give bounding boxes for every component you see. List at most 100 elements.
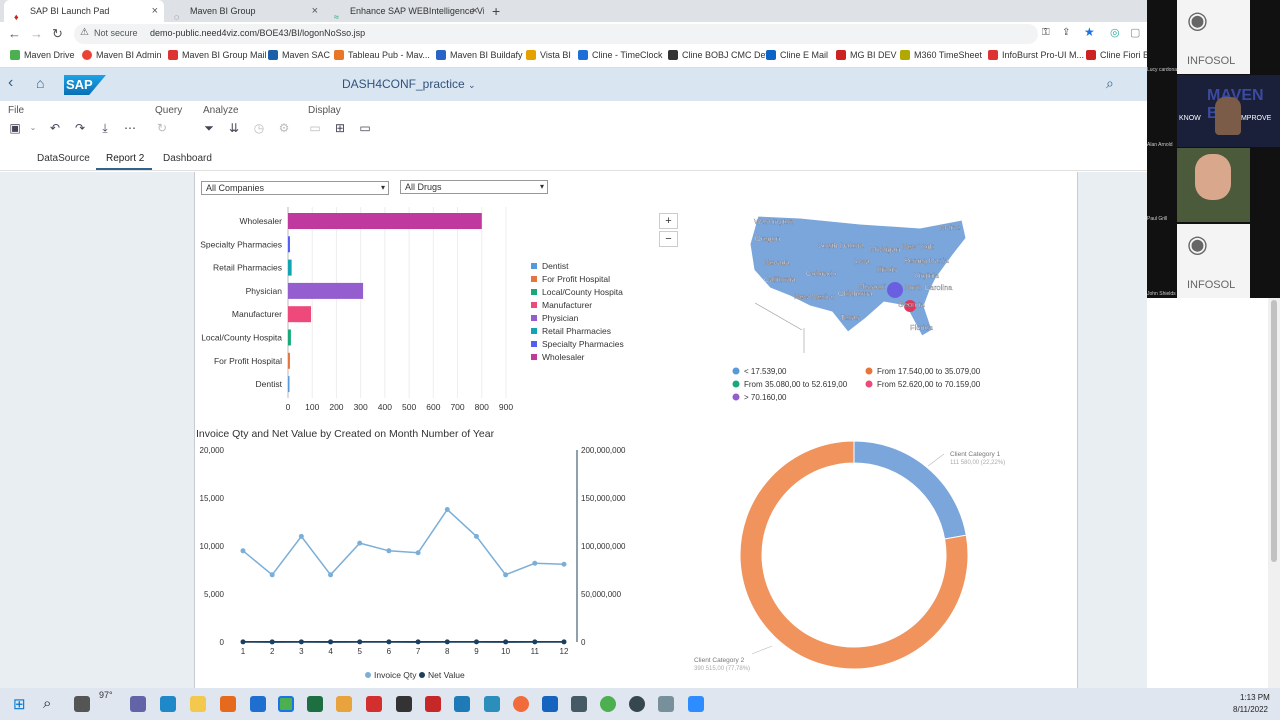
bar[interactable] [288,352,290,369]
chevron-down-icon[interactable]: ⌄ [29,123,37,132]
star-icon[interactable]: ★ [1084,25,1095,39]
back-nav-icon[interactable]: ‹ [8,74,14,91]
back-icon[interactable]: ← [8,26,21,41]
bookmark-item[interactable]: Cline E Mail [766,50,828,60]
data-point[interactable] [532,560,538,566]
close-icon[interactable]: × [311,5,318,17]
app-icon[interactable] [571,696,587,712]
display-mode-icon[interactable]: ▭ [359,121,371,135]
warning-icon[interactable]: ⚠ [80,27,89,38]
zoom-in-button[interactable]: + [659,213,678,229]
bookmark-item[interactable]: Maven BI Group Mail [168,50,267,60]
search-icon[interactable]: ⌕ [1106,75,1114,91]
bar[interactable] [288,376,290,393]
sap-logo[interactable]: SAP [64,75,106,95]
bookmark-item[interactable]: Cline - TimeClock [578,50,663,60]
export-icon[interactable]: ⤓ [102,121,108,135]
document-title[interactable]: DASH4CONF_practice ⌄ [342,77,476,91]
data-point[interactable] [561,561,567,567]
bookmark-item[interactable]: Tableau Pub - Mav... [334,50,430,60]
bar[interactable] [288,259,292,276]
tab-sap-bi-launch-pad[interactable]: ♦ SAP BI Launch Pad × [4,0,164,22]
app-icon[interactable] [629,696,645,712]
forward-icon[interactable]: → [30,26,43,41]
edge-icon[interactable] [160,696,176,712]
data-point[interactable] [240,639,246,645]
key-icon[interactable]: ⚿ [1042,27,1050,38]
bookmark-item[interactable]: InfoBurst Pro-UI M... [988,50,1084,60]
close-icon[interactable]: × [471,5,478,17]
data-point[interactable] [240,548,246,554]
data-point[interactable] [532,639,538,645]
page-scrollbar[interactable] [1268,298,1280,688]
excel-icon[interactable] [307,696,323,712]
bookmark-item[interactable]: Maven BI Buildafy [436,50,523,60]
bookmark-item[interactable]: M360 TimeSheet [900,50,982,60]
data-point[interactable] [444,639,450,645]
data-point[interactable] [386,639,392,645]
redo-icon[interactable]: ↷ [74,121,86,135]
structure-icon[interactable]: ⊞ [334,121,346,135]
tab-report-2[interactable]: Report 2 [106,153,145,164]
us-map[interactable]: Washington Oregon Nevada California South Da… [740,208,980,358]
tab-enhance-webi[interactable]: ≈ Enhance SAP WEBIntelligence Vi × [324,0,484,22]
explorer-icon[interactable] [190,696,206,712]
globe-icon[interactable] [600,696,616,712]
participant-tile-1[interactable]: ◉ INFOSOL [1177,0,1250,74]
bar[interactable] [288,306,312,323]
bookmark-item[interactable]: Vista BI [526,50,571,60]
zoom-out-button[interactable]: − [659,231,678,247]
data-point[interactable] [298,639,304,645]
data-point[interactable] [561,639,567,645]
data-point[interactable] [473,639,479,645]
bar[interactable] [288,236,290,253]
bookmark-item[interactable]: Cline BOBJ CMC Dev [668,50,770,60]
profile-icon[interactable]: ▢ [1130,27,1141,39]
data-point[interactable] [473,533,479,539]
share-icon[interactable]: ⇪ [1062,27,1071,38]
home-icon[interactable]: ⌂ [36,75,45,91]
data-point[interactable] [357,639,363,645]
data-point[interactable] [444,507,450,513]
participant-tile-4[interactable]: ◉ INFOSOL [1177,224,1250,298]
scrollbar-thumb[interactable] [1271,300,1277,562]
track-icon[interactable]: ◷ [253,121,265,135]
drug-filter-select[interactable]: All Drugs ▾ [400,180,548,194]
more-icon[interactable]: ⋯ [124,121,136,135]
chrome-icon[interactable] [278,696,294,712]
data-point[interactable] [298,533,304,539]
bar[interactable] [288,282,364,299]
teams-icon[interactable] [130,696,146,712]
new-tab-button[interactable]: + [492,3,501,19]
data-point[interactable] [269,572,275,578]
windows-start-icon[interactable]: ⊞ [13,696,26,713]
bookmark-item[interactable]: Maven Drive [10,50,75,60]
data-point[interactable] [328,639,334,645]
drill-icon[interactable]: ⇊ [228,121,240,135]
sublime-icon[interactable] [336,696,352,712]
outlook-icon[interactable] [250,696,266,712]
data-point[interactable] [328,572,334,578]
undo-icon[interactable]: ↶ [49,121,61,135]
app-icon[interactable] [658,696,674,712]
filter-icon[interactable]: ⏷ [204,121,214,135]
bookmark-item[interactable]: Maven BI Admin [82,50,162,60]
bar[interactable] [288,329,291,346]
bookmark-item[interactable]: Cline Fiori BI [1086,50,1152,60]
tab-maven-bi-group[interactable]: ◌ Maven BI Group × [164,0,324,22]
tab-datasource[interactable]: DataSource [37,153,90,164]
search-icon[interactable]: ⌕ [43,695,52,712]
acrobat-icon[interactable] [366,696,382,712]
data-point[interactable] [357,540,363,546]
participant-tile-3[interactable] [1177,148,1250,222]
app-icon[interactable] [484,696,500,712]
refresh-icon[interactable]: ↻ [156,121,168,135]
extension-icon[interactable]: ◎ [1110,27,1120,39]
data-point[interactable] [386,548,392,554]
bookmark-item[interactable]: MG BI DEV [836,50,897,60]
data-point[interactable] [269,639,275,645]
shield-icon[interactable] [542,696,558,712]
input-controls-icon[interactable]: ⚙ [278,121,290,135]
task-view-icon[interactable] [74,696,90,712]
donut-slice[interactable] [739,440,969,670]
